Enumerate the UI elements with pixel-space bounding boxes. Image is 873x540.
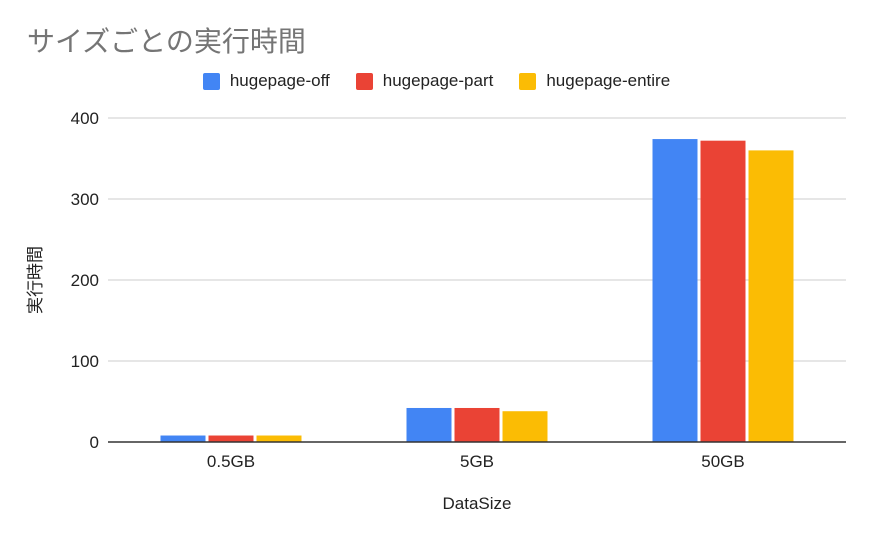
y-tick-label: 300 <box>71 190 99 209</box>
y-tick-label: 0 <box>90 433 99 452</box>
x-tick-label: 5GB <box>460 452 494 471</box>
legend-item-hugepage-entire[interactable]: hugepage-entire <box>519 71 670 91</box>
legend-swatch <box>519 72 537 90</box>
y-tick-label: 400 <box>71 109 99 128</box>
y-tick-label: 200 <box>71 271 99 290</box>
bar-hugepage-off-50GB <box>652 139 698 442</box>
x-tick-label: 50GB <box>701 452 744 471</box>
legend: hugepage-off hugepage-part hugepage-enti… <box>0 71 873 91</box>
legend-label: hugepage-part <box>382 71 494 90</box>
y-tick-label: 100 <box>71 352 99 371</box>
bar-hugepage-entire-5GB <box>502 411 548 442</box>
bar-hugepage-off-0.5GB <box>160 435 206 442</box>
legend-label: hugepage-entire <box>546 71 671 90</box>
y-axis-title: 実行時間 <box>26 246 45 314</box>
bar-hugepage-part-50GB <box>700 140 746 442</box>
legend-swatch <box>202 72 220 90</box>
bar-hugepage-part-0.5GB <box>208 435 254 442</box>
x-axis-title: DataSize <box>443 494 512 513</box>
x-tick-label: 0.5GB <box>207 452 255 471</box>
bar-hugepage-entire-50GB <box>748 150 794 442</box>
legend-item-hugepage-part[interactable]: hugepage-part <box>355 71 494 91</box>
bar-hugepage-part-5GB <box>454 407 500 442</box>
bar-hugepage-entire-0.5GB <box>256 435 302 442</box>
legend-swatch <box>355 72 373 90</box>
bar-hugepage-off-5GB <box>406 407 452 442</box>
legend-label: hugepage-off <box>229 71 330 90</box>
legend-item-hugepage-off[interactable]: hugepage-off <box>202 71 330 91</box>
chart-title: サイズごとの実行時間 <box>27 26 306 57</box>
